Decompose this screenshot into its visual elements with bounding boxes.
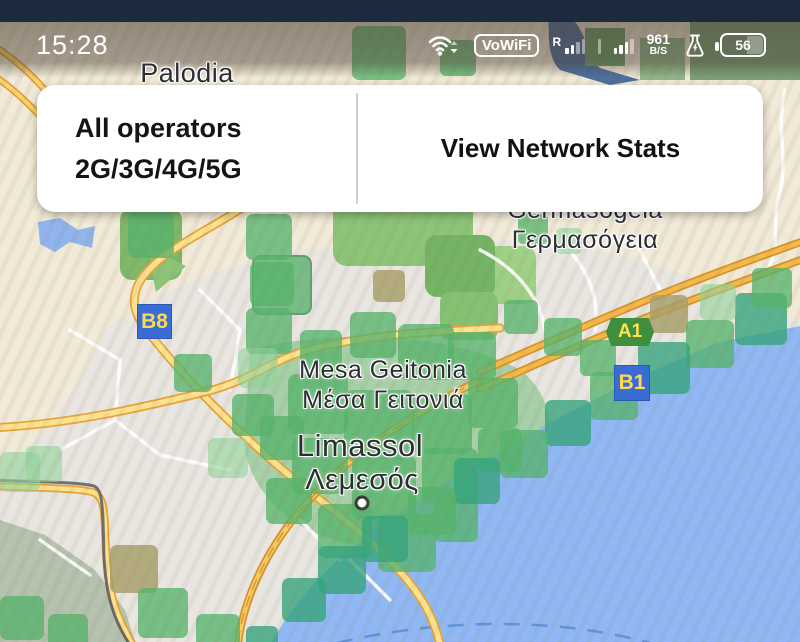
vowifi-badge: VoWiFi <box>473 33 540 57</box>
roaming-indicator: R <box>552 34 562 49</box>
map-label-germasogeia-el: Γερμασόγεια <box>511 226 659 254</box>
coverage-overlay <box>0 26 792 642</box>
operators-filter-line2: 2G/3G/4G/5G <box>75 154 242 184</box>
network-speed: 961 B/S <box>646 31 670 57</box>
network-filter-panel: All operators 2G/3G/4G/5G View Network S… <box>37 85 763 212</box>
road-badge-b1: B1 <box>614 365 650 401</box>
status-bar: 15:28 VoWiFi R <box>0 22 800 68</box>
road-badge-b8: B8 <box>137 304 172 339</box>
wifi-icon <box>428 36 458 56</box>
road-badge-a1: A1 <box>606 318 654 346</box>
map-label-limassol-en: Limassol <box>296 428 424 463</box>
status-icons: VoWiFi R 961 B/S <box>427 32 766 58</box>
operators-filter-line1: All operators <box>75 113 242 143</box>
map-label-mesa-geitonia-el: Μέσα Γειτονιά <box>302 386 464 414</box>
network-speed-unit: B/S <box>649 45 668 57</box>
sim-separator <box>598 37 601 54</box>
view-network-stats-button[interactable]: View Network Stats <box>440 133 681 163</box>
boundary-line <box>0 478 130 642</box>
map-label-mesa-geitonia-en: Mesa Geitonia <box>299 356 467 384</box>
panel-divider <box>356 93 358 204</box>
notch-bar <box>0 0 800 22</box>
operators-filter-button[interactable]: All operators 2G/3G/4G/5G <box>37 85 356 212</box>
battery-fill <box>747 36 763 54</box>
sim1-signal-roaming-icon: R <box>552 34 586 54</box>
battery-icon: 56 <box>715 33 766 57</box>
network-speed-value: 961 <box>646 31 670 47</box>
city-marker-dot <box>354 495 370 511</box>
sim2-signal-icon <box>613 37 634 54</box>
battery-terminal <box>715 42 719 51</box>
clock: 15:28 <box>36 29 109 60</box>
map-label-limassol-el: Λεμεσός <box>305 464 419 496</box>
flask-icon <box>686 34 704 57</box>
